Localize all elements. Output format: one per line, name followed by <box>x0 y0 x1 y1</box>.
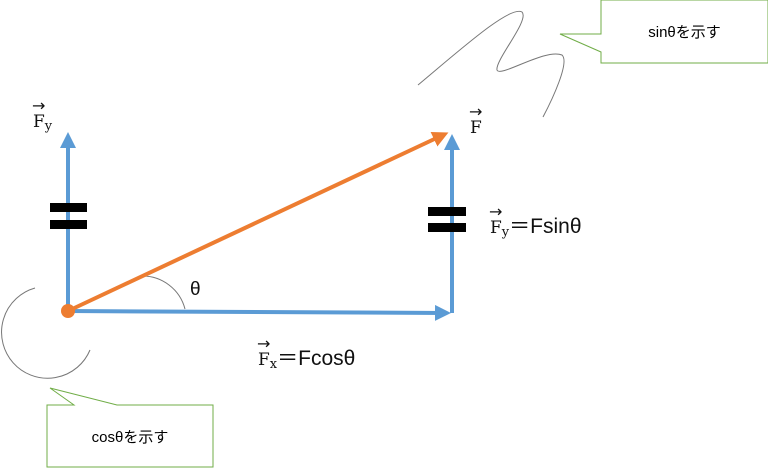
fx-vector <box>67 304 451 321</box>
theta-label: θ <box>190 279 201 300</box>
equals-mark-left <box>50 203 87 229</box>
sin-callout-shape <box>559 0 768 64</box>
equals-mark-right <box>428 207 466 232</box>
fy-left-label: → Fy <box>32 96 53 134</box>
fx-equation: → Fx＝Fcosθ <box>257 334 356 372</box>
fy-right-equation: → Fy＝Fsinθ <box>489 202 582 240</box>
f-label: → F <box>469 102 483 138</box>
cosine-circle-sketch <box>1 287 91 379</box>
origin-point <box>61 304 75 318</box>
sin-callout-text: sinθを示す <box>648 24 721 41</box>
cos-callout-text: cosθを示す <box>91 428 169 446</box>
sine-curve-sketch <box>417 10 565 118</box>
f-vector <box>67 132 449 313</box>
cos-callout-shape <box>46 387 214 468</box>
theta-angle-arc <box>141 275 186 310</box>
